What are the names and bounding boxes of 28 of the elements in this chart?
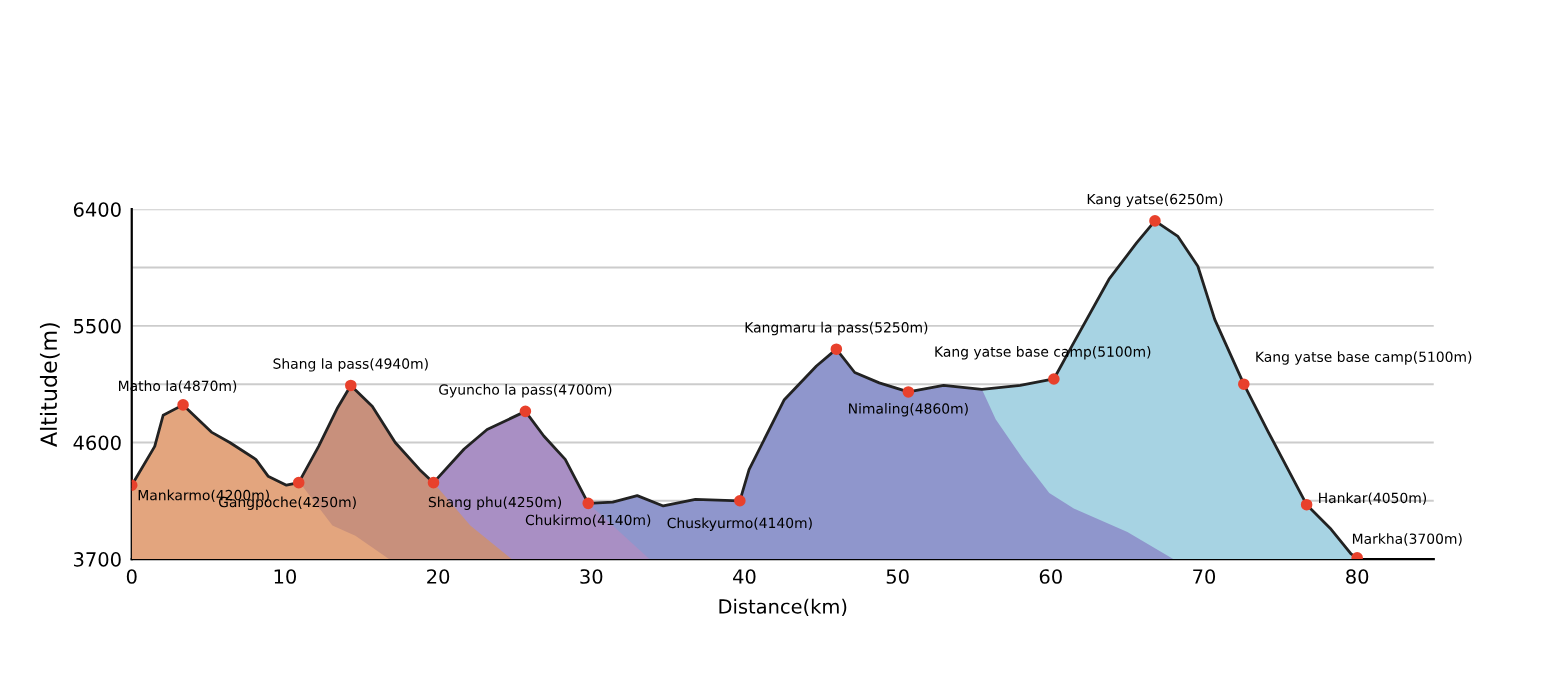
x-tick-label: 40 xyxy=(733,569,756,584)
point xyxy=(1238,378,1250,390)
x-axis-title: Distance(km) xyxy=(719,598,847,617)
y-tick-label: 3700 xyxy=(74,552,121,567)
point xyxy=(582,497,594,510)
x-tick-label: 30 xyxy=(580,569,603,584)
x-tick-label: 10 xyxy=(274,569,297,584)
point xyxy=(519,405,532,418)
y-axis-title: Altitude(m) xyxy=(39,323,60,447)
point xyxy=(1300,498,1313,511)
point xyxy=(830,343,843,355)
x-tick-label: 50 xyxy=(886,569,909,584)
x-tick-label: 0 xyxy=(126,569,137,584)
point xyxy=(734,495,746,507)
y-tick-label: 6400 xyxy=(73,202,121,217)
x-tick-label: 70 xyxy=(1193,569,1216,584)
point xyxy=(292,476,305,489)
y-tick-label: 4600 xyxy=(73,435,121,451)
point xyxy=(1048,373,1060,385)
x-tick-label: 20 xyxy=(427,569,450,584)
point xyxy=(177,399,189,411)
point xyxy=(427,476,440,489)
y-tick-label: 5500 xyxy=(74,318,121,334)
point xyxy=(1149,215,1161,227)
x-tick-label: 60 xyxy=(1039,569,1062,584)
point xyxy=(345,379,357,392)
point xyxy=(902,386,915,398)
x-tick-label: 80 xyxy=(1346,569,1369,584)
